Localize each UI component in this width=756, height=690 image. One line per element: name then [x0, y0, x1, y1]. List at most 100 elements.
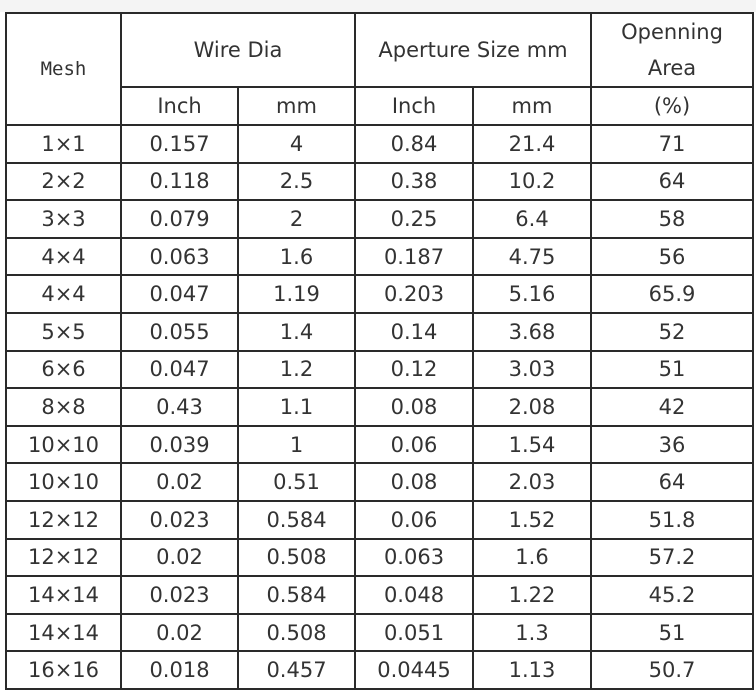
top-bar: [0, 0, 756, 12]
data-row: 6×6 0.047 1.2 0.12 3.03 51: [5, 349, 755, 390]
data-cell: 50.7: [590, 650, 755, 690]
data-row: 5×5 0.055 1.4 0.14 3.68 52: [5, 311, 755, 352]
data-cell: 10.2: [471, 161, 593, 202]
data-cell: 65.9: [590, 274, 755, 314]
data-cell: 0.43: [120, 387, 239, 427]
data-cell: 0.051: [354, 612, 474, 653]
data-cell: 51: [590, 612, 755, 653]
data-cell: 1×1: [5, 124, 122, 164]
data-cell: 52: [590, 311, 755, 352]
data-cell: 51: [590, 349, 755, 390]
data-row: 10×10 0.039 1 0.06 1.54 36: [5, 424, 755, 465]
data-cell: 1.6: [237, 236, 356, 277]
data-cell: 1.2: [237, 349, 356, 390]
data-cell: 0.08: [354, 387, 474, 427]
subheader-cell: mm: [471, 86, 593, 126]
data-cell: 21.4: [471, 124, 593, 164]
data-cell: 12×12: [5, 537, 122, 578]
data-row: 14×14 0.023 0.584 0.048 1.22 45.2: [5, 575, 755, 615]
data-row: 8×8 0.43 1.1 0.08 2.08 42: [5, 387, 755, 427]
header-cell: Mesh: [5, 12, 122, 126]
data-cell: 3×3: [5, 199, 122, 239]
data-cell: 14×14: [5, 575, 122, 615]
data-cell: 0.84: [354, 124, 474, 164]
data-cell: 0.047: [120, 274, 239, 314]
data-cell: 1.4: [237, 311, 356, 352]
data-cell: 1.19: [237, 274, 356, 314]
data-cell: 56: [590, 236, 755, 277]
data-cell: 2.5: [237, 161, 356, 202]
data-cell: 58: [590, 199, 755, 239]
data-cell: 0.06: [354, 499, 474, 540]
data-cell: 0.187: [354, 236, 474, 277]
data-cell: 64: [590, 462, 755, 502]
data-cell: 0.118: [120, 161, 239, 202]
data-cell: 2.03: [471, 462, 593, 502]
data-cell: 10×10: [5, 424, 122, 465]
data-cell: 1.3: [471, 612, 593, 653]
data-cell: 0.023: [120, 499, 239, 540]
data-row: 4×4 0.047 1.19 0.203 5.16 65.9: [5, 274, 755, 314]
data-row: 2×2 0.118 2.5 0.38 10.2 64: [5, 161, 755, 202]
data-row: 12×12 0.02 0.508 0.063 1.6 57.2: [5, 537, 755, 578]
data-cell: 4: [237, 124, 356, 164]
data-row: 14×14 0.02 0.508 0.051 1.3 51: [5, 612, 755, 653]
data-cell: 2.08: [471, 387, 593, 427]
data-cell: 1.54: [471, 424, 593, 465]
data-cell: 57.2: [590, 537, 755, 578]
data-cell: 0.508: [237, 612, 356, 653]
data-cell: 0.02: [120, 462, 239, 502]
data-cell: 14×14: [5, 612, 122, 653]
data-cell: 0.055: [120, 311, 239, 352]
data-cell: 0.048: [354, 575, 474, 615]
data-cell: 4.75: [471, 236, 593, 277]
data-cell: 4×4: [5, 236, 122, 277]
data-row: 4×4 0.063 1.6 0.187 4.75 56: [5, 236, 755, 277]
subheader-cell: (%): [590, 86, 755, 126]
data-cell: 1.6: [471, 537, 593, 578]
data-cell: 51.8: [590, 499, 755, 540]
data-cell: 12×12: [5, 499, 122, 540]
data-cell: 0.08: [354, 462, 474, 502]
header-text: Openning Area: [621, 20, 723, 80]
data-cell: 0.023: [120, 575, 239, 615]
data-cell: 5.16: [471, 274, 593, 314]
data-cell: 1.52: [471, 499, 593, 540]
data-cell: 0.06: [354, 424, 474, 465]
data-cell: 0.51: [237, 462, 356, 502]
data-cell: 0.02: [120, 537, 239, 578]
data-row: 16×16 0.018 0.457 0.0445 1.13 50.7: [5, 650, 755, 690]
data-cell: 1.1: [237, 387, 356, 427]
subheader-cell: Inch: [354, 86, 474, 126]
data-cell: 10×10: [5, 462, 122, 502]
data-row: 10×10 0.02 0.51 0.08 2.03 64: [5, 462, 755, 502]
data-cell: 0.047: [120, 349, 239, 390]
header-cell: Wire Dia: [120, 12, 356, 88]
data-cell: 0.584: [237, 575, 356, 615]
data-cell: 1: [237, 424, 356, 465]
data-cell: 0.457: [237, 650, 356, 690]
data-cell: 0.508: [237, 537, 356, 578]
data-cell: 36: [590, 424, 755, 465]
data-cell: 8×8: [5, 387, 122, 427]
data-cell: 45.2: [590, 575, 755, 615]
data-cell: 0.079: [120, 199, 239, 239]
data-cell: 3.68: [471, 311, 593, 352]
data-cell: 0.157: [120, 124, 239, 164]
data-cell: 4×4: [5, 274, 122, 314]
data-row: 3×3 0.079 2 0.25 6.4 58: [5, 199, 755, 239]
data-cell: 0.039: [120, 424, 239, 465]
header-row: Mesh Wire Dia Aperture Size mm Openning …: [5, 12, 755, 126]
data-cell: 0.02: [120, 612, 239, 653]
subheader-cell: Inch: [120, 86, 239, 126]
data-cell: 1.13: [471, 650, 593, 690]
data-cell: 0.38: [354, 161, 474, 202]
data-cell: 6.4: [471, 199, 593, 239]
data-cell: 0.0445: [354, 650, 474, 690]
mesh-table: Mesh Wire Dia Aperture Size mm Openning …: [5, 12, 755, 690]
data-cell: 0.018: [120, 650, 239, 690]
data-cell: 2×2: [5, 161, 122, 202]
header-cell: Openning Area: [590, 12, 755, 88]
data-cell: 71: [590, 124, 755, 164]
